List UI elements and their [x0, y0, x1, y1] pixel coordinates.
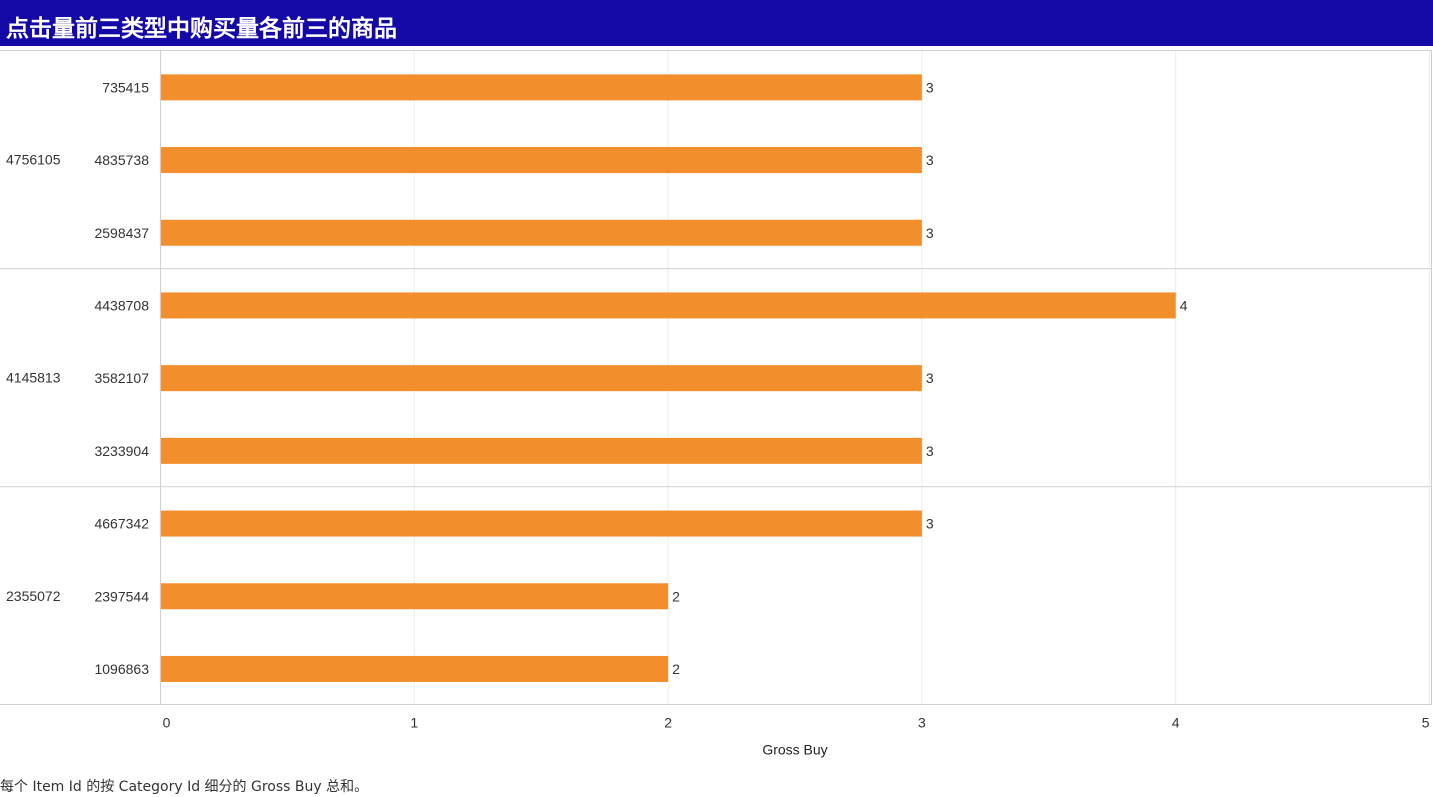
item-label: 1096863: [94, 661, 149, 677]
data-label: 3: [926, 152, 934, 168]
bar: [161, 365, 922, 392]
x-tick-label: 3: [918, 715, 926, 731]
bar: [161, 437, 922, 464]
item-label: 2397544: [94, 588, 149, 604]
bar: [161, 147, 922, 174]
bar: [161, 655, 669, 682]
item-label: 4835738: [94, 152, 149, 168]
bar: [161, 292, 1176, 319]
x-tick-label: 5: [1422, 715, 1430, 731]
data-label: 2: [672, 588, 680, 604]
data-label: 2: [672, 661, 680, 677]
x-tick-label: 0: [163, 715, 171, 731]
data-label: 3: [926, 79, 934, 95]
data-label: 4: [1180, 297, 1188, 313]
x-tick-label: 4: [1172, 715, 1180, 731]
data-label: 3: [926, 225, 934, 241]
chart-caption: 每个 Item Id 的按 Category Id 细分的 Gross Buy …: [0, 779, 369, 795]
data-label: 3: [926, 370, 934, 386]
x-tick-label: 1: [410, 715, 418, 731]
item-label: 4667342: [94, 516, 149, 532]
bar: [161, 510, 922, 537]
bar: [161, 74, 922, 101]
item-label: 3582107: [94, 370, 149, 386]
x-axis-title: Gross Buy: [762, 742, 827, 758]
title-bar: 点击量前三类型中购买量各前三的商品: [0, 0, 1433, 46]
item-label: 735415: [102, 79, 149, 95]
x-tick-label: 2: [664, 715, 672, 731]
category-label: 4756105: [6, 152, 61, 168]
bar: [161, 219, 922, 246]
item-label: 2598437: [94, 225, 149, 241]
chart-title: 点击量前三类型中购买量各前三的商品: [6, 15, 397, 42]
category-label: 2355072: [6, 588, 61, 604]
data-label: 3: [926, 443, 934, 459]
data-label: 3: [926, 516, 934, 532]
item-label: 4438708: [94, 297, 149, 313]
category-label: 4145813: [6, 370, 61, 386]
item-label: 3233904: [94, 443, 149, 459]
bar: [161, 583, 669, 610]
